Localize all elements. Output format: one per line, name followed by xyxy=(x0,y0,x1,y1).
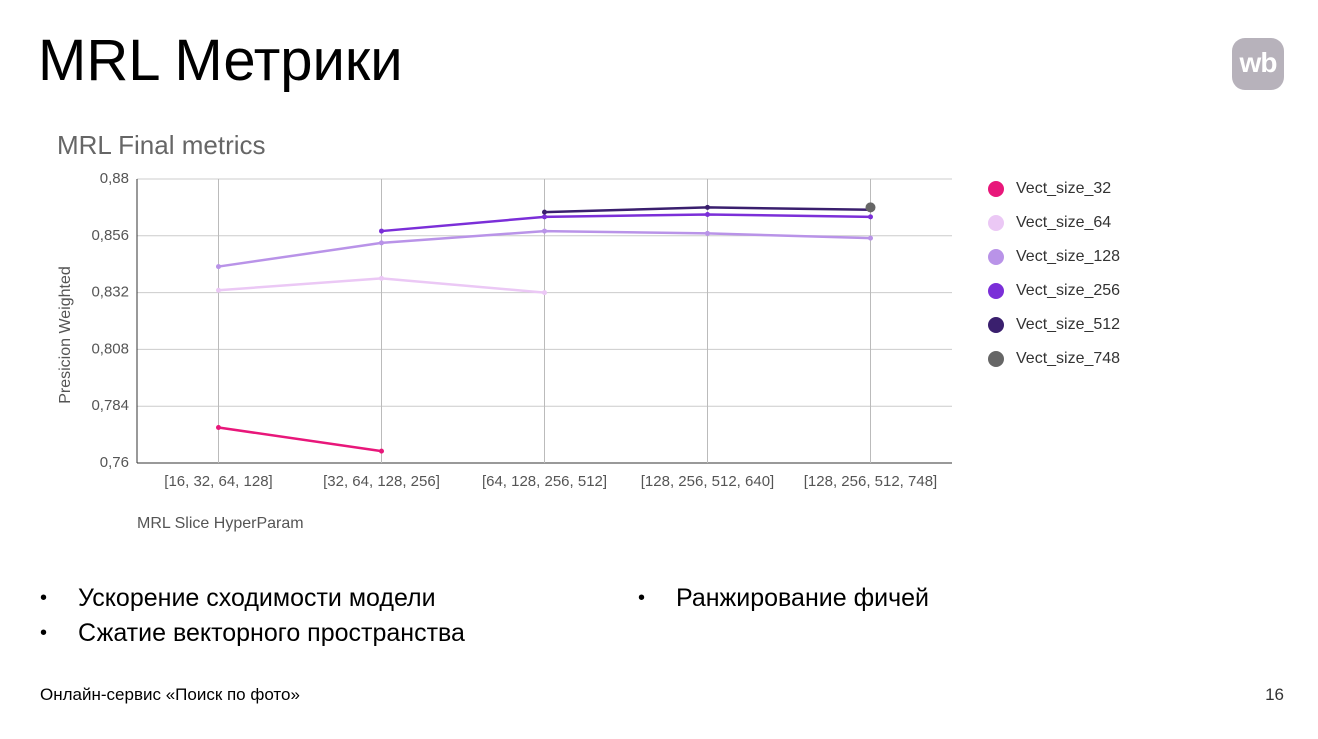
x-tick-label: [128, 256, 512, 748] xyxy=(804,473,937,490)
legend-label: Vect_size_64 xyxy=(1016,214,1111,231)
y-tick-label: 0,808 xyxy=(91,340,129,357)
data-point xyxy=(705,212,710,217)
bullet: Сжатие векторного пространства xyxy=(40,618,465,648)
x-tick-label: [16, 32, 64, 128] xyxy=(164,473,272,490)
data-point xyxy=(865,202,876,213)
data-point xyxy=(379,228,384,234)
data-point xyxy=(216,264,221,270)
data-point xyxy=(379,240,384,246)
y-tick-label: 0,832 xyxy=(91,284,129,301)
legend-label: Vect_size_748 xyxy=(1016,350,1120,367)
y-axis-title: Presicion Weighted xyxy=(57,266,74,404)
data-point xyxy=(542,290,547,296)
y-tick-label: 0,76 xyxy=(100,454,129,471)
legend-label: Vect_size_512 xyxy=(1016,316,1120,333)
legend-marker xyxy=(988,317,1004,333)
bullet: Ускорение сходимости модели xyxy=(40,583,436,613)
data-point xyxy=(379,275,384,281)
legend-label: Vect_size_256 xyxy=(1016,282,1120,299)
x-tick-label: [64, 128, 256, 512] xyxy=(482,473,607,490)
data-point xyxy=(542,228,547,234)
legend-marker xyxy=(988,215,1004,231)
page-number: 16 xyxy=(1265,685,1284,704)
legend-label: Vect_size_32 xyxy=(1016,180,1111,197)
y-tick-label: 0,784 xyxy=(91,397,129,414)
x-axis-title: MRL Slice HyperParam xyxy=(137,515,304,532)
series-line xyxy=(218,426,382,453)
data-point xyxy=(216,425,221,430)
footer: Онлайн-сервис «Поиск по фото» xyxy=(40,685,300,704)
data-point xyxy=(542,214,547,220)
legend-marker xyxy=(988,249,1004,265)
data-point xyxy=(705,204,710,210)
data-point xyxy=(542,209,547,215)
legend-marker xyxy=(988,283,1004,299)
data-point xyxy=(705,230,710,236)
bullet: Ранжирование фичей xyxy=(638,583,929,613)
logo: wb xyxy=(1232,38,1284,90)
slide-title: MRL Метрики xyxy=(38,28,403,93)
legend-label: Vect_size_128 xyxy=(1016,248,1120,265)
data-point xyxy=(868,235,873,241)
data-point xyxy=(868,214,873,220)
x-tick-label: [128, 256, 512, 640] xyxy=(641,473,774,490)
y-tick-label: 0,856 xyxy=(91,227,129,244)
legend-marker xyxy=(988,181,1004,197)
chart-title: MRL Final metrics xyxy=(57,130,266,160)
legend-marker xyxy=(988,351,1004,367)
y-tick-label: 0,88 xyxy=(100,170,129,187)
series-line xyxy=(381,213,871,233)
data-point xyxy=(379,448,384,454)
x-tick-label: [32, 64, 128, 256] xyxy=(323,473,440,490)
data-point xyxy=(216,287,221,293)
